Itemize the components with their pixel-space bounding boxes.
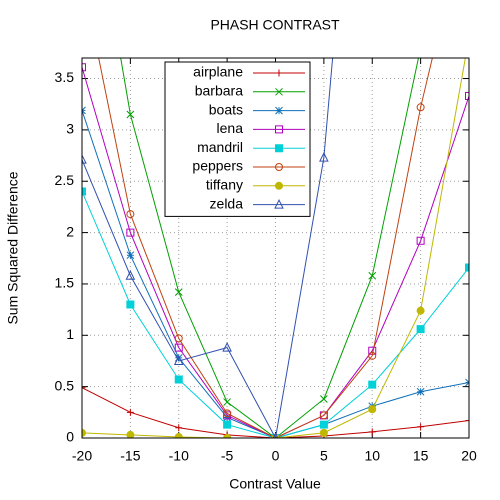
x-tick-label: -5 <box>221 448 234 464</box>
marker <box>319 420 328 429</box>
marker <box>274 198 284 209</box>
marker <box>368 271 377 280</box>
marker <box>465 92 469 100</box>
legend-label: lena <box>217 120 244 136</box>
marker <box>126 300 135 309</box>
marker <box>368 405 377 414</box>
marker <box>174 432 183 438</box>
legend-label: mandril <box>197 139 243 155</box>
marker <box>223 413 231 422</box>
series-line <box>98 58 433 438</box>
y-axis-label: Sum Squared Difference <box>5 171 21 324</box>
x-tick-label: 20 <box>461 448 477 464</box>
marker <box>416 103 425 112</box>
marker <box>175 424 183 432</box>
marker <box>275 181 283 190</box>
marker <box>275 144 283 153</box>
marker <box>82 187 86 196</box>
marker <box>126 251 135 260</box>
series-line <box>82 191 469 438</box>
marker <box>368 351 377 360</box>
marker <box>126 408 134 416</box>
marker <box>223 409 232 418</box>
y-tick-label: 1.5 <box>55 275 75 291</box>
legend-label: airplane <box>193 64 243 80</box>
marker <box>368 380 377 389</box>
y-tick-label: 2.5 <box>55 172 75 188</box>
marker <box>319 411 328 420</box>
y-tick-label: 0 <box>66 429 74 445</box>
marker <box>126 430 135 438</box>
series-line <box>82 387 469 438</box>
series-line <box>82 58 334 438</box>
marker <box>82 428 86 437</box>
legend-label: tiffany <box>206 177 243 193</box>
marker <box>416 236 425 245</box>
legend-box <box>164 61 311 217</box>
x-axis-label: Contrast Value <box>229 476 321 492</box>
marker <box>416 325 425 334</box>
marker <box>174 354 183 362</box>
marker <box>275 69 283 77</box>
marker <box>125 270 136 280</box>
series-line <box>82 110 469 438</box>
marker <box>222 342 232 352</box>
y-tick-label: 1 <box>66 326 74 342</box>
marker <box>174 288 183 297</box>
marker <box>275 106 283 115</box>
x-tick-label: -20 <box>72 448 92 464</box>
marker <box>223 398 231 406</box>
marker <box>126 228 135 237</box>
x-tick-label: 10 <box>364 448 380 464</box>
x-tick-label: -15 <box>120 448 140 464</box>
marker <box>319 428 328 437</box>
series-line <box>120 58 419 438</box>
y-tick-label: 2 <box>66 223 74 239</box>
marker <box>275 125 283 134</box>
legend-label: barbara <box>195 83 243 99</box>
series-line <box>82 58 466 438</box>
legend-label: boats <box>209 101 243 117</box>
marker <box>416 306 425 315</box>
y-tick-label: 3.5 <box>55 69 75 85</box>
x-tick-label: -10 <box>169 448 189 464</box>
marker <box>416 387 425 396</box>
plot-frame <box>81 57 470 439</box>
marker <box>465 263 469 272</box>
y-tick-label: 3 <box>66 121 74 137</box>
marker <box>82 154 87 164</box>
y-tick-label: 0.5 <box>55 377 75 393</box>
marker <box>126 210 135 219</box>
marker <box>320 395 328 403</box>
marker <box>223 434 232 438</box>
marker <box>275 87 283 96</box>
x-tick-label: 5 <box>320 448 328 464</box>
marker <box>417 423 425 431</box>
marker <box>174 334 183 343</box>
marker <box>82 63 86 72</box>
plot-area <box>82 58 469 438</box>
legend-label: zelda <box>210 195 244 211</box>
series-line <box>82 67 469 438</box>
marker <box>223 420 232 429</box>
marker <box>174 343 183 352</box>
marker <box>223 411 232 420</box>
x-tick-label: 15 <box>413 448 429 464</box>
chart-title: PHASH CONTRAST <box>210 17 340 33</box>
marker <box>368 428 376 436</box>
marker <box>174 375 183 384</box>
marker <box>126 110 135 119</box>
marker <box>319 152 329 162</box>
x-tick-label: 0 <box>272 448 280 464</box>
marker <box>275 163 283 171</box>
legend-label: peppers <box>192 158 243 174</box>
marker <box>82 384 86 392</box>
marker <box>465 417 469 425</box>
marker <box>173 355 184 365</box>
